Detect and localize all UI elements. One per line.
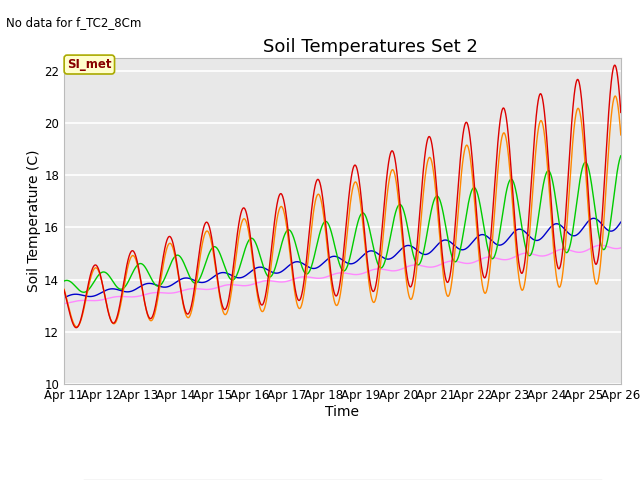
Y-axis label: Soil Temperature (C): Soil Temperature (C) [28,150,42,292]
X-axis label: Time: Time [325,405,360,419]
Title: Soil Temperatures Set 2: Soil Temperatures Set 2 [263,38,477,56]
Text: No data for f_TC2_8Cm: No data for f_TC2_8Cm [6,16,142,29]
Text: SI_met: SI_met [67,58,111,71]
